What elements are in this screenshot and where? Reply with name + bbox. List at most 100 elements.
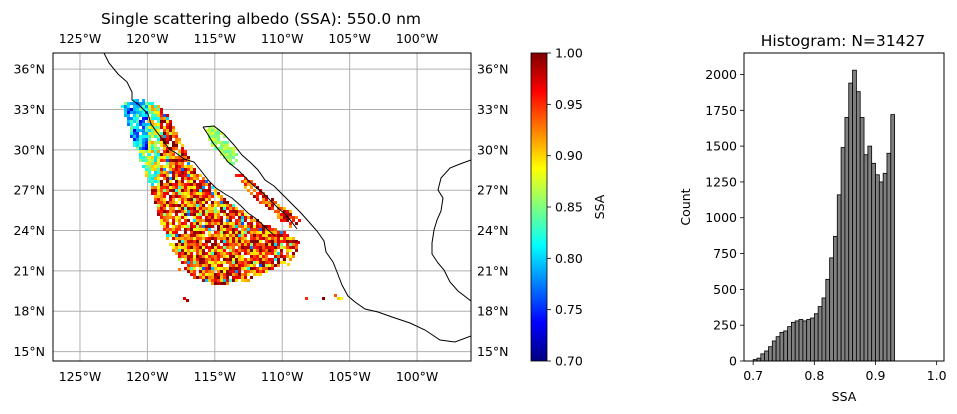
ssa-pixel	[259, 252, 262, 255]
ssa-pixel	[166, 219, 169, 222]
histogram-ytick-label: 500	[713, 282, 737, 297]
ssa-pixel	[211, 276, 214, 279]
ssa-pixel	[172, 186, 175, 189]
ssa-pixel	[172, 228, 175, 231]
ssa-pixel	[220, 267, 223, 270]
histogram-bar	[829, 257, 834, 362]
ssa-pixel	[139, 123, 142, 126]
ssa-pixel	[250, 258, 253, 261]
ssa-pixel	[202, 198, 205, 201]
ssa-pixel	[244, 252, 247, 255]
ssa-pixel	[199, 198, 202, 201]
ssa-pixel	[232, 276, 235, 279]
ssa-pixel	[244, 225, 247, 228]
ssa-pixel	[193, 219, 196, 222]
ssa-pixel	[178, 198, 181, 201]
ssa-pixel	[148, 111, 151, 114]
ssa-pixel	[238, 222, 241, 225]
ssa-pixel	[163, 183, 166, 186]
ssa-pixel	[223, 243, 226, 246]
ssa-pixel	[247, 258, 250, 261]
ssa-pixel	[145, 123, 148, 126]
ssa-pixel	[211, 282, 214, 285]
ssa-pixel	[256, 186, 259, 189]
ssa-pixel	[169, 198, 172, 201]
ssa-pixel	[166, 186, 169, 189]
ssa-pixel	[163, 135, 166, 138]
ssa-pixel	[187, 192, 190, 195]
ssa-pixel	[244, 246, 247, 249]
histogram-bar	[848, 82, 853, 362]
ssa-pixel	[289, 222, 292, 225]
ssa-pixel	[136, 141, 139, 144]
ssa-pixel	[223, 150, 226, 153]
ssa-pixel	[157, 126, 160, 129]
ssa-pixel	[184, 156, 187, 159]
ssa-pixel	[142, 99, 145, 102]
ssa-pixel	[205, 237, 208, 240]
ssa-pixel	[268, 234, 271, 237]
lon-tick-label-bottom: 115°W	[194, 369, 236, 384]
ssa-pixel	[232, 279, 235, 282]
ssa-pixel	[208, 126, 211, 129]
ssa-pixel	[244, 276, 247, 279]
ssa-pixel	[163, 177, 166, 180]
ssa-pixel	[241, 222, 244, 225]
ssa-pixel	[271, 228, 274, 231]
ssa-pixel	[238, 267, 241, 270]
ssa-pixel	[205, 180, 208, 183]
ssa-pixel	[196, 186, 199, 189]
ssa-pixel	[190, 186, 193, 189]
ssa-pixel	[154, 135, 157, 138]
ssa-pixel	[220, 150, 223, 153]
ssa-pixel	[175, 189, 178, 192]
ssa-pixel	[235, 225, 238, 228]
ssa-pixel	[229, 216, 232, 219]
ssa-pixel	[196, 264, 199, 267]
ssa-pixel	[268, 225, 271, 228]
ssa-pixel	[136, 105, 139, 108]
ssa-pixel	[208, 249, 211, 252]
ssa-pixel	[169, 153, 172, 156]
ssa-pixel	[223, 270, 226, 273]
ssa-pixel	[220, 222, 223, 225]
ssa-pixel	[211, 249, 214, 252]
ssa-pixel	[220, 237, 223, 240]
ssa-pixel	[205, 228, 208, 231]
coastline-gulf-of-mexico	[431, 159, 471, 302]
ssa-pixel	[253, 270, 256, 273]
ssa-pixel	[169, 129, 172, 132]
ssa-pixel	[169, 189, 172, 192]
ssa-pixel	[211, 186, 214, 189]
ssa-pixel	[193, 273, 196, 276]
ssa-pixel	[142, 150, 145, 153]
ssa-pixel	[256, 258, 259, 261]
ssa-pixel	[133, 135, 136, 138]
ssa-pixel	[154, 171, 157, 174]
ssa-pixel	[211, 252, 214, 255]
ssa-pixel	[145, 108, 148, 111]
ssa-pixel	[283, 234, 286, 237]
ssa-pixel	[142, 144, 145, 147]
ssa-pixel	[181, 162, 184, 165]
ssa-pixel	[226, 231, 229, 234]
ssa-pixel	[148, 123, 151, 126]
lat-tick-label-left: 15°N	[13, 344, 45, 359]
ssa-pixel	[283, 219, 286, 222]
ssa-pixel	[244, 273, 247, 276]
ssa-pixel	[142, 135, 145, 138]
ssa-pixel	[157, 129, 160, 132]
ssa-pixel	[181, 144, 184, 147]
ssa-pixel	[244, 183, 247, 186]
ssa-pixel	[154, 144, 157, 147]
ssa-pixel	[139, 144, 142, 147]
ssa-pixel	[211, 237, 214, 240]
ssa-pixel	[148, 144, 151, 147]
ssa-pixel	[205, 198, 208, 201]
ssa-pixel	[139, 153, 142, 156]
ssa-pixel	[181, 249, 184, 252]
ssa-pixel	[178, 189, 181, 192]
ssa-pixel	[256, 195, 259, 198]
ssa-pixel	[160, 183, 163, 186]
ssa-pixel	[220, 132, 223, 135]
